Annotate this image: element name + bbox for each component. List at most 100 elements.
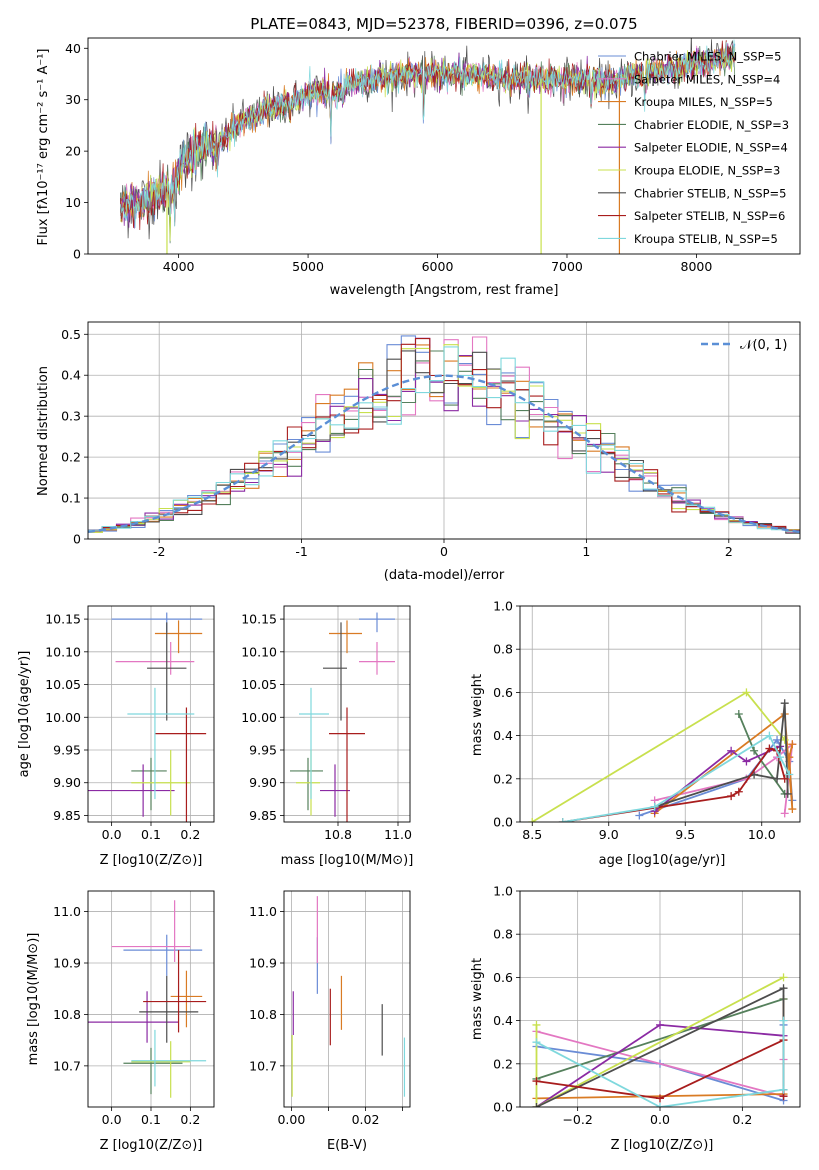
residuals-hist-4 bbox=[88, 337, 800, 531]
weight-vs-Z-ylabel: mass weight bbox=[470, 958, 485, 1040]
spectrum-xtick-label-4: 8000 bbox=[681, 259, 713, 274]
weight-vs-age-xlabel: age [log10(age/yr)] bbox=[599, 853, 726, 868]
age-vs-Z-xtick-label-0: 0.0 bbox=[102, 827, 122, 842]
mass-vs-Z-ytick-label-0: 10.7 bbox=[53, 1058, 81, 1073]
residuals-xlabel: (data-model)/error bbox=[384, 568, 505, 583]
age-vs-Z-xtick-label-1: 0.1 bbox=[141, 827, 161, 842]
age-vs-mass-ytick-label-5: 10.10 bbox=[241, 644, 277, 659]
weight-vs-Z-ytick-label-2: 0.4 bbox=[493, 1013, 513, 1028]
spectrum-legend: Chabrier MILES, N_SSP=5 Salpeter MILES, N… bbox=[598, 50, 789, 246]
weight-vs-age-xtick-label-2: 9.5 bbox=[675, 827, 695, 842]
weight-vs-age-marker-5-2 bbox=[780, 735, 789, 744]
weight-vs-Z-marker-4-1 bbox=[656, 1020, 664, 1029]
weight-vs-age-marker-3-0 bbox=[734, 710, 743, 718]
age-vs-Z-panel: 0.0 0.1 0.2 9.85 9.90 9.95 10.00 10.05 10.10 10.1… bbox=[45, 605, 215, 842]
mass-vs-Z-panel: 0.0 0.1 0.2 10.7 10.8 10.9 11.0 bbox=[53, 890, 215, 1127]
weight-vs-age-ytick-label-5: 1.0 bbox=[493, 599, 513, 614]
residuals-ytick-label-2: 0.2 bbox=[61, 450, 81, 465]
age-vs-mass-xtick-label-0: 10.8 bbox=[324, 827, 352, 842]
weight-vs-age-marker-6-3 bbox=[780, 699, 789, 708]
residuals-xtick-label-1: -1 bbox=[295, 544, 307, 559]
spectrum-legend-label-7: Salpeter STELIB, N_SSP=6 bbox=[634, 209, 785, 223]
spectrum-ytick-label-1: 10 bbox=[65, 195, 81, 210]
weight-vs-age-marker-7-1 bbox=[727, 792, 736, 801]
weight-vs-age-ytick-label-0: 0.0 bbox=[493, 815, 513, 830]
residuals-xtick-label-0: -2 bbox=[153, 544, 165, 559]
mass-vs-Z-xtick-label-2: 0.2 bbox=[180, 1112, 200, 1127]
residuals-frame bbox=[87, 321, 801, 540]
spectrum-legend-label-4: Salpeter ELODIE, N_SSP=4 bbox=[634, 141, 788, 155]
weight-vs-age-marker-6-2 bbox=[773, 774, 782, 783]
weight-vs-Z-marker-8-3 bbox=[779, 1016, 788, 1025]
weight-vs-Z-marker-6-0 bbox=[532, 1103, 541, 1107]
spectrum-legend-label-1: Salpeter MILES, N_SSP=4 bbox=[634, 72, 780, 86]
weight-vs-Z-xtick-label-2: 0.2 bbox=[732, 1112, 752, 1127]
residuals-ytick-label-3: 0.3 bbox=[61, 409, 81, 424]
age-vs-Z-ytick-label-6: 10.15 bbox=[45, 612, 81, 627]
weight-vs-Z-marker-5-2 bbox=[779, 973, 788, 982]
weight-vs-Z-marker-8-2 bbox=[779, 1085, 788, 1094]
weight-vs-Z-panel: −0.2 0.0 0.2 0.0 0.2 0.4 0.6 0.8 1.0 bbox=[493, 884, 801, 1127]
mass-vs-EBV-panel: 0.00 0.02 10.7 10.8 10.9 11.0 bbox=[249, 890, 411, 1127]
mass-vs-Z-xtick-label-1: 0.1 bbox=[141, 1112, 161, 1127]
residuals-xtick-label-2: 0 bbox=[440, 544, 448, 559]
weight-vs-age-marker-6-4 bbox=[783, 789, 792, 798]
weight-vs-Z-marker-8-0 bbox=[532, 1038, 541, 1047]
weight-vs-age-marker-8-4 bbox=[785, 770, 794, 779]
residuals-xtick-label-3: 1 bbox=[582, 544, 590, 559]
weight-vs-Z-ytick-label-1: 0.2 bbox=[493, 1056, 513, 1071]
spectrum-legend-label-5: Kroupa ELODIE, N_SSP=3 bbox=[634, 164, 780, 178]
age-vs-mass-ytick-label-0: 9.85 bbox=[249, 808, 277, 823]
weight-vs-Z-ytick-label-4: 0.8 bbox=[493, 927, 513, 942]
residuals-legend: 𝒩(0, 1) bbox=[701, 338, 787, 353]
age-vs-Z-frame bbox=[87, 605, 215, 823]
spectrum-title: PLATE=0843, MJD=52378, FIBERID=0396, z=0… bbox=[250, 15, 637, 33]
weight-vs-Z-ytick-label-0: 0.0 bbox=[493, 1100, 513, 1115]
weight-vs-age-ylabel: mass weight bbox=[470, 674, 485, 756]
residuals-hist-8 bbox=[88, 346, 800, 532]
weight-vs-age-ytick-label-2: 0.4 bbox=[493, 728, 513, 743]
spectrum-series-7 bbox=[120, 40, 736, 231]
weight-vs-Z-marker-7-1 bbox=[656, 1094, 664, 1103]
spectrum-legend-label-8: Kroupa STELIB, N_SSP=5 bbox=[634, 232, 778, 246]
mass-vs-Z-xlabel: Z [log10(Z/Z⊙)] bbox=[100, 1138, 203, 1153]
mass-vs-Z-xtick-label-0: 0.0 bbox=[102, 1112, 122, 1127]
weight-vs-age-marker-2-4 bbox=[788, 740, 797, 749]
weight-vs-Z-marker-6-1 bbox=[779, 984, 788, 993]
spectrum-ytick-label-4: 40 bbox=[65, 41, 81, 56]
age-vs-Z-ytick-label-5: 10.10 bbox=[45, 644, 81, 659]
weight-vs-age-marker-8-2 bbox=[765, 731, 774, 740]
mass-vs-EBV-ytick-label-3: 11.0 bbox=[249, 904, 277, 919]
weight-vs-age-marker-8-3 bbox=[776, 753, 785, 762]
spectrum-series-8 bbox=[120, 39, 736, 229]
weight-vs-Z-ytick-label-3: 0.6 bbox=[493, 970, 513, 985]
mass-vs-EBV-frame bbox=[283, 890, 411, 1108]
weight-vs-age-marker-0-0 bbox=[635, 811, 644, 820]
residuals-normal-curve bbox=[88, 374, 800, 533]
weight-vs-Z-marker-7-0 bbox=[532, 1077, 541, 1086]
residuals-ytick-label-4: 0.4 bbox=[61, 368, 81, 383]
mass-vs-Z-ytick-label-3: 11.0 bbox=[53, 904, 81, 919]
spectrum-panel: 4000 5000 6000 7000 8000 0 10 20 30 40 bbox=[65, 37, 801, 274]
weight-vs-age-panel: 8.5 9.0 9.5 10.0 0.0 0.2 0.4 0.6 0.8 1.0 bbox=[493, 599, 801, 842]
weight-vs-Z-xtick-label-1: 0.0 bbox=[650, 1112, 670, 1127]
weight-vs-age-marker-2-2 bbox=[788, 805, 797, 814]
residuals-legend-label: 𝒩(0, 1) bbox=[740, 338, 787, 353]
weight-vs-age-ytick-label-4: 0.8 bbox=[493, 642, 513, 657]
weight-vs-Z-frame bbox=[519, 890, 801, 1108]
weight-vs-age-marker-4-1 bbox=[727, 746, 736, 755]
residuals-hist-6 bbox=[88, 350, 800, 534]
spectrum-legend-label-0: Chabrier MILES, N_SSP=5 bbox=[634, 50, 781, 64]
weight-vs-age-marker-5-0 bbox=[528, 818, 537, 822]
weight-vs-age-marker-3-1 bbox=[750, 746, 759, 755]
weight-vs-age-marker-4-2 bbox=[742, 757, 751, 766]
weight-vs-age-ytick-label-1: 0.2 bbox=[493, 771, 513, 786]
residuals-ytick-label-1: 0.1 bbox=[61, 491, 81, 506]
weight-vs-Z-xtick-label-0: −0.2 bbox=[562, 1112, 592, 1127]
weight-vs-age-marker-8-1 bbox=[650, 802, 659, 811]
spectrum-xtick-label-0: 4000 bbox=[163, 259, 195, 274]
mass-vs-EBV-ytick-label-1: 10.8 bbox=[249, 1007, 277, 1022]
spectrum-frame bbox=[87, 37, 801, 255]
residuals-ytick-label-0: 0 bbox=[73, 532, 81, 547]
age-vs-mass-panel: 10.8 11.0 9.85 9.90 9.95 10.00 10.05 10.10 10.15 bbox=[241, 605, 412, 842]
